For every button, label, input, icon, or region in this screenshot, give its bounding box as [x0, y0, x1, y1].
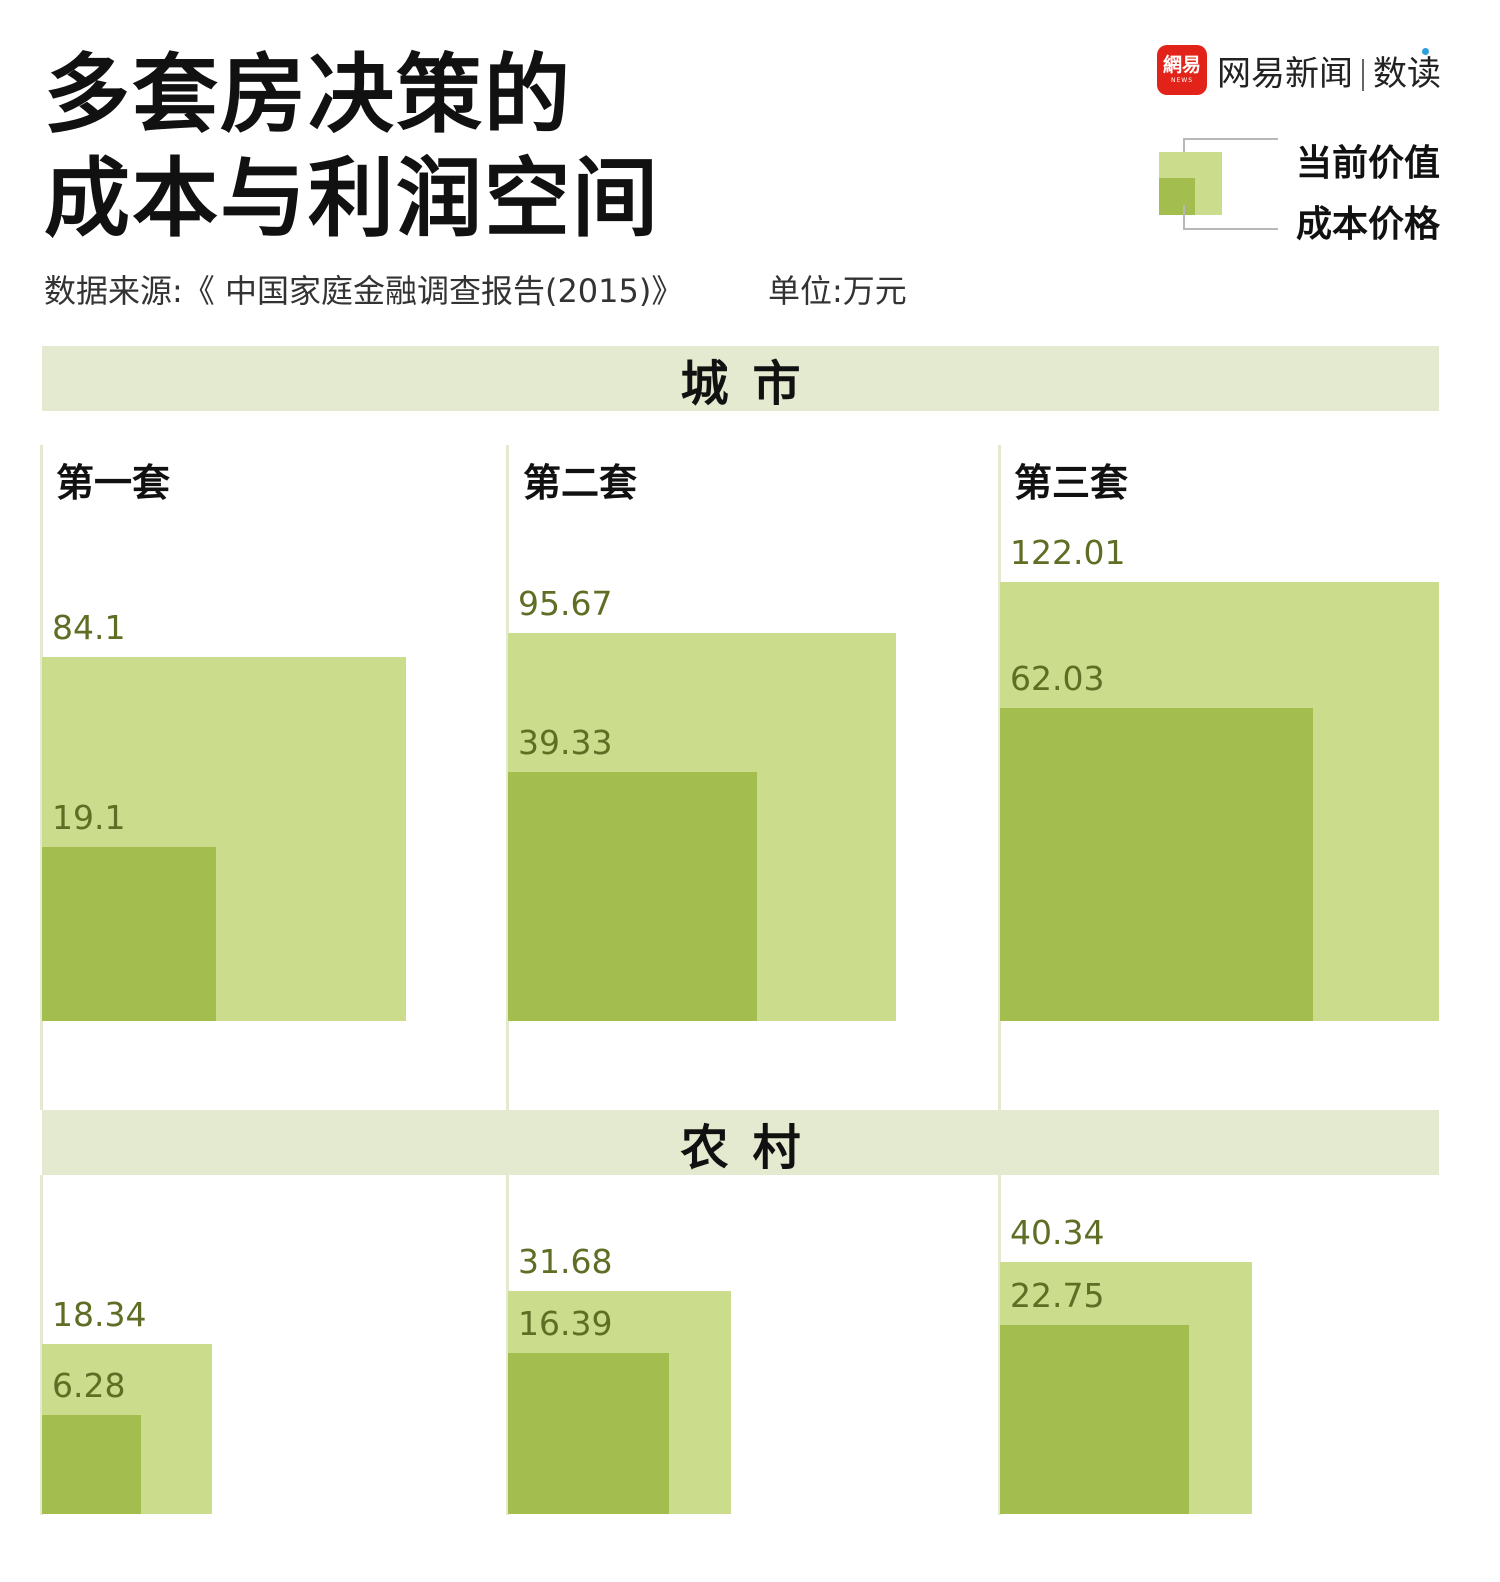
current-value-label: 31.68	[518, 1242, 613, 1281]
logo-separator	[1362, 59, 1364, 91]
cost-price-label: 62.03	[1010, 659, 1105, 698]
current-value-label: 40.34	[1010, 1213, 1105, 1252]
cost-price-square	[1000, 1325, 1189, 1514]
cost-price-square	[1000, 708, 1313, 1021]
current-value-label: 84.1	[52, 608, 126, 647]
legend-swatch-cost-price	[1159, 178, 1195, 215]
column-divider	[506, 1175, 509, 1515]
section-header-city: 城市	[42, 346, 1439, 412]
column-divider	[506, 445, 509, 1110]
logo-badge-text: 網易	[1162, 54, 1201, 76]
category-label: 第一套	[56, 461, 171, 505]
cost-price-square	[508, 772, 757, 1021]
current-value-label: 95.67	[518, 584, 613, 623]
legend-label-cost-price: 成本价格	[1296, 204, 1441, 245]
chart-title-line1: 多套房决策的	[44, 45, 572, 145]
category-label: 第二套	[523, 461, 638, 505]
cost-price-label: 16.39	[518, 1304, 613, 1343]
cost-price-square	[42, 847, 216, 1021]
cost-price-label: 19.1	[52, 798, 126, 837]
netease-logo-icon: 網易 NEWS	[1157, 45, 1207, 95]
cost-price-square	[42, 1415, 141, 1514]
section-header-rural: 农村	[42, 1110, 1439, 1176]
section-title-city: 城市	[680, 355, 825, 412]
legend-label-current-value: 当前价值	[1296, 143, 1441, 184]
cost-price-label: 22.75	[1010, 1276, 1105, 1315]
chart-title-line2: 成本与利润空间	[44, 149, 660, 249]
column-divider	[998, 1175, 1001, 1515]
legend-connector-top	[1183, 138, 1278, 140]
unit-label: 单位:万元	[768, 272, 907, 310]
legend-connector-bottom	[1183, 228, 1278, 230]
column-divider	[40, 1175, 43, 1515]
logo-product: 数读	[1373, 53, 1441, 94]
logo-brand: 网易新闻	[1217, 53, 1353, 94]
category-label: 第三套	[1014, 461, 1129, 505]
current-value-label: 122.01	[1010, 533, 1126, 572]
column-divider	[40, 445, 43, 1110]
legend-connector-bottom-tick	[1183, 205, 1185, 229]
logo-badge-subtext: NEWS	[1170, 77, 1194, 84]
cost-price-label: 39.33	[518, 723, 613, 762]
section-title-rural: 农村	[680, 1119, 825, 1176]
legend-connector-top-tick	[1183, 138, 1185, 160]
netease-news-logo: 網易 NEWS 网易新闻 数读	[1157, 45, 1441, 95]
column-divider	[998, 445, 1001, 1110]
logo-wordmark: 网易新闻 数读	[1217, 46, 1441, 95]
current-value-label: 18.34	[52, 1295, 147, 1334]
logo-dot-icon	[1422, 47, 1429, 55]
data-source: 数据来源:《 中国家庭金融调查报告(2015)》	[44, 272, 684, 310]
cost-price-square	[508, 1353, 669, 1514]
cost-price-label: 6.28	[52, 1366, 126, 1405]
